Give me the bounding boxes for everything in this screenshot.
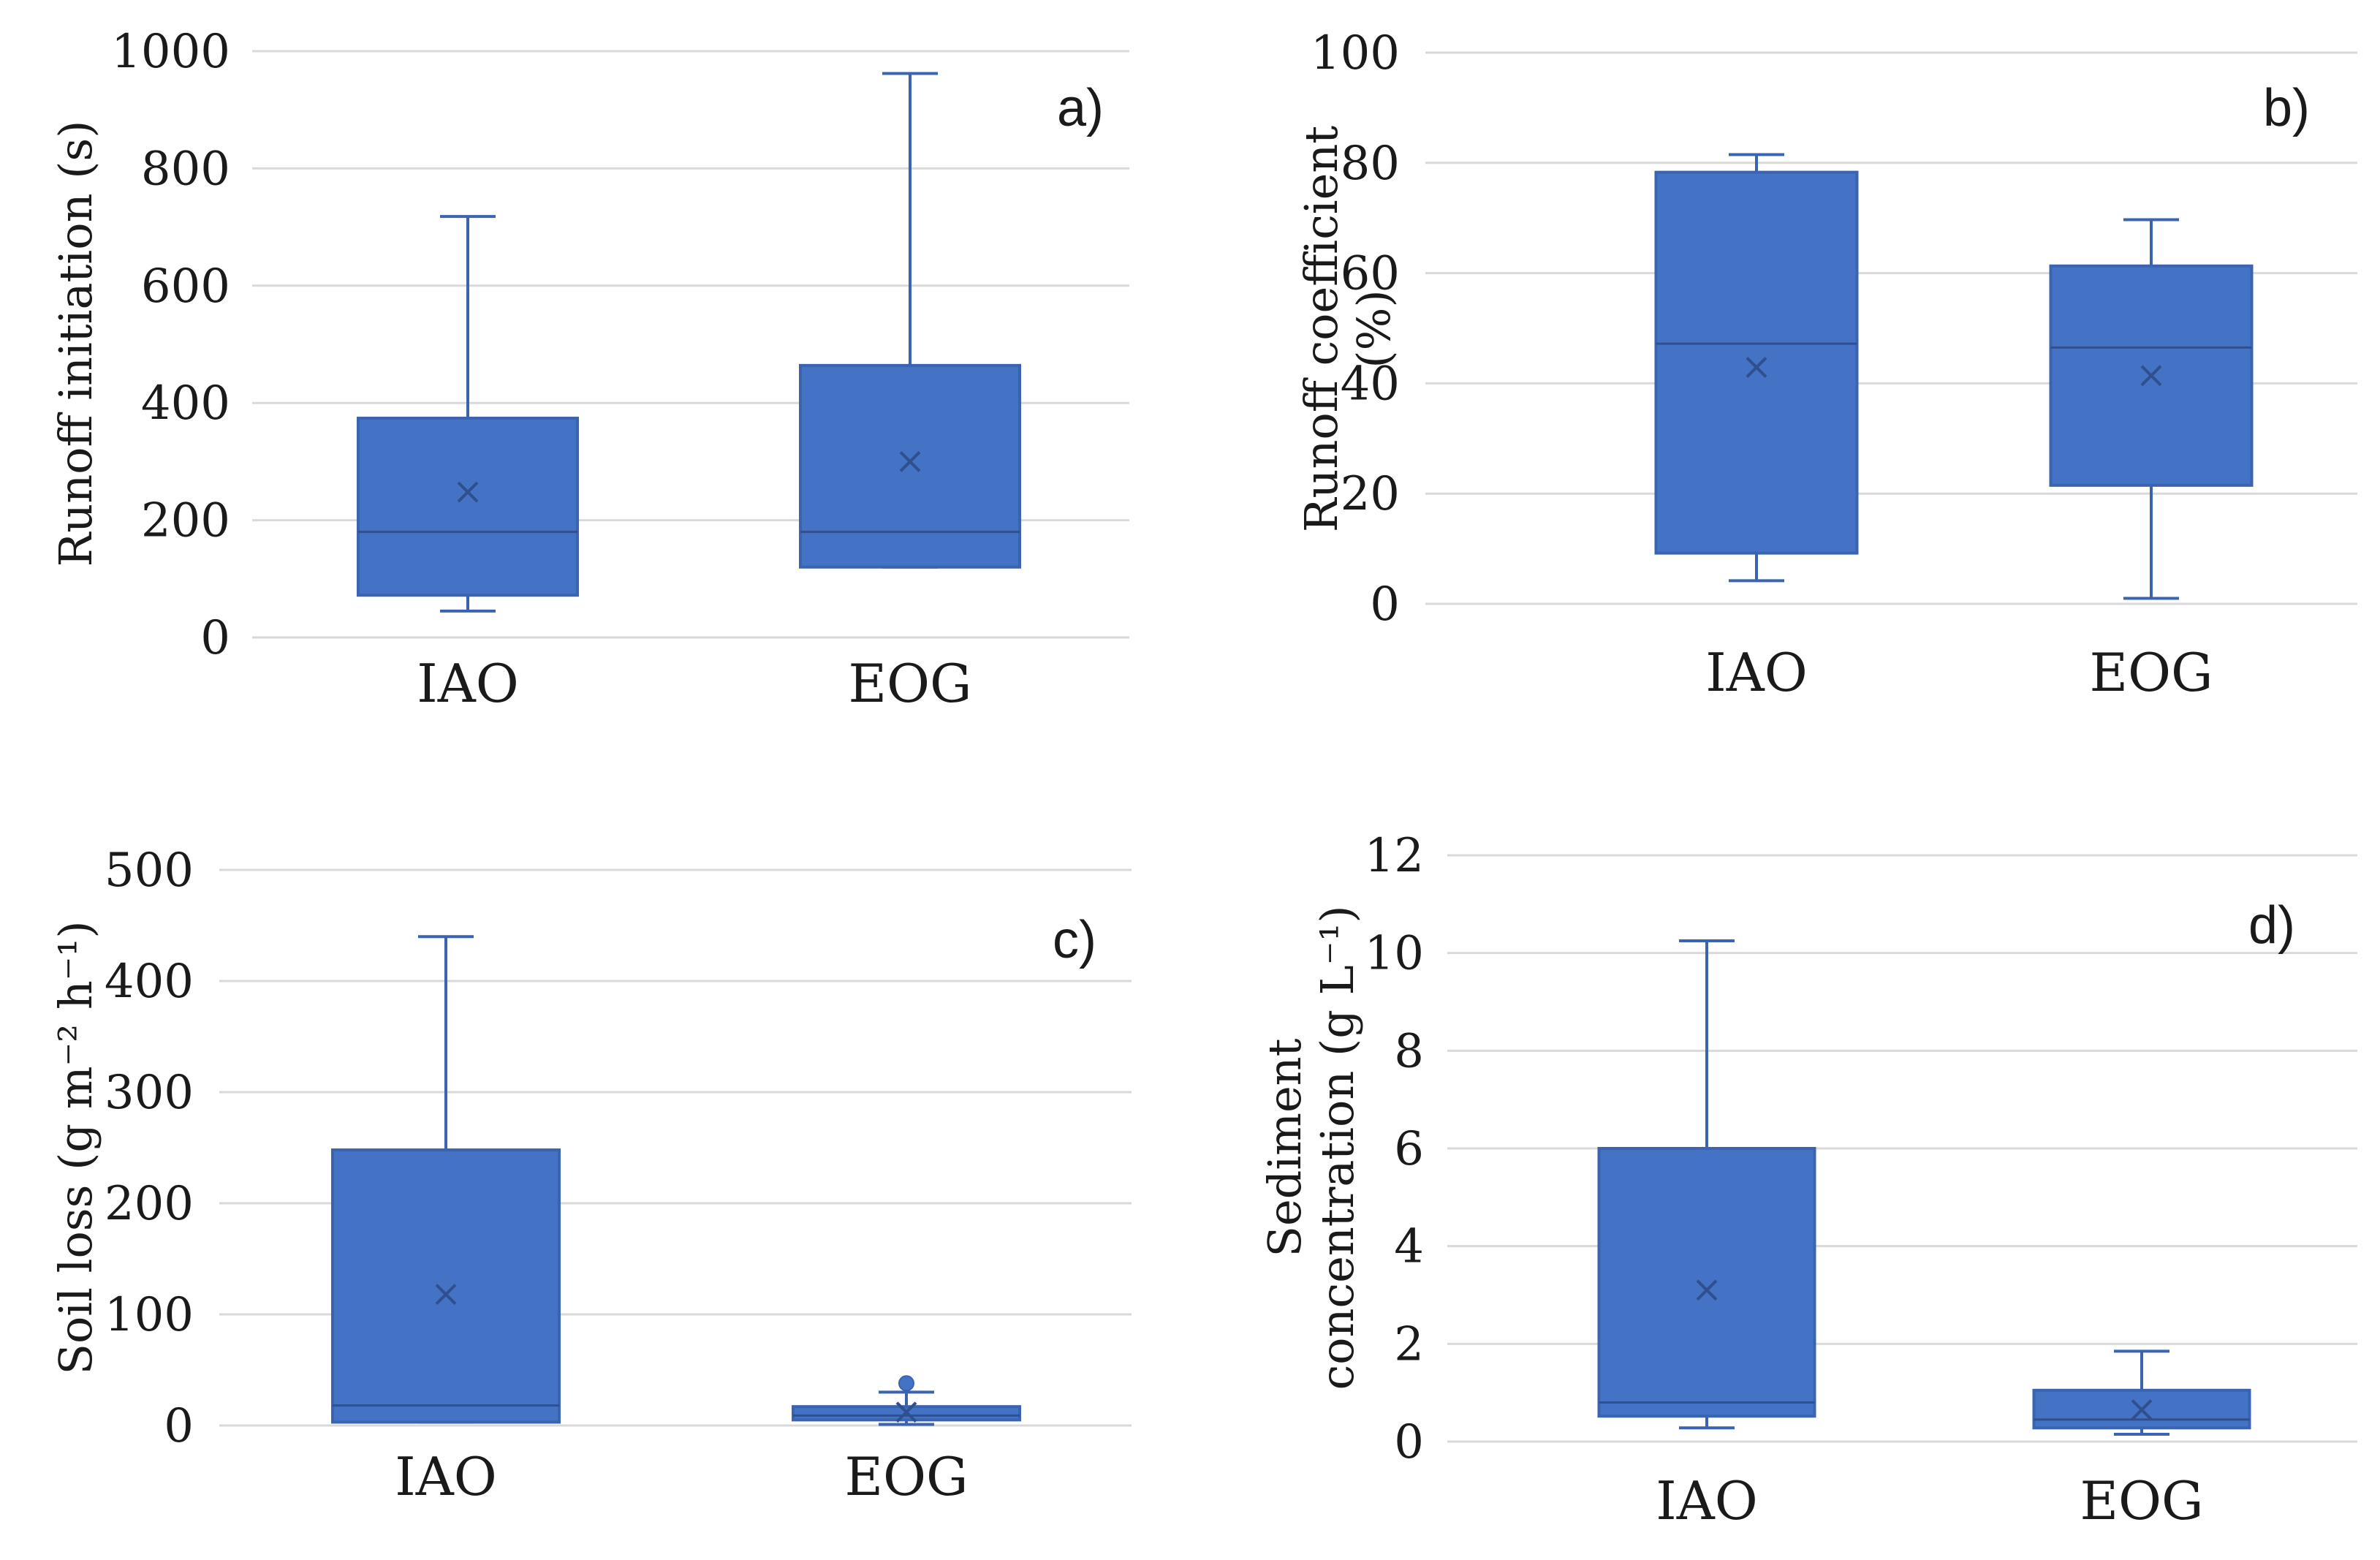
x-category-label: IAO — [1705, 642, 1807, 703]
y-axis-title-line: Runoff coefficient — [1295, 126, 1348, 532]
x-category-label: IAO — [1656, 1470, 1757, 1531]
y-tick-label: 2 — [1394, 1317, 1424, 1371]
chart-panel-2: 0 20 40 60 80 100 Runoff coefficient(%) b) IAO EO… — [1295, 26, 2357, 703]
box-iao — [1654, 153, 1859, 583]
iqr-box — [1654, 170, 1859, 555]
mean-marker — [2140, 365, 2162, 387]
outlier-point — [898, 1375, 914, 1392]
panel-label: b) — [2263, 79, 2310, 137]
y-tick-label: 800 — [141, 142, 230, 196]
y-axis-title: Runoff coefficient(%) — [1295, 126, 1401, 532]
panel-label: d) — [2248, 896, 2295, 955]
x-category-label: IAO — [395, 1446, 496, 1507]
y-tick-label: 0 — [1370, 578, 1400, 632]
y-tick-label: 400 — [141, 376, 230, 431]
panel-label: c) — [1053, 911, 1096, 969]
y-tick-label: 600 — [141, 260, 230, 314]
mean-marker — [1746, 357, 1767, 378]
mean-marker — [2131, 1399, 2153, 1420]
y-axis-title-line: Runoff initiation (s) — [49, 121, 102, 567]
y-tick-label: 300 — [105, 1066, 194, 1120]
iqr-box — [1597, 1147, 1816, 1418]
mean-marker — [457, 481, 479, 503]
y-tick-label: 8 — [1394, 1024, 1424, 1078]
y-tick-label: 10 — [1365, 927, 1424, 981]
mean-marker — [895, 1401, 917, 1423]
y-axis-title-line: concentration (g L⁻¹) — [1311, 905, 1364, 1390]
y-axis-title: Runoff initiation (s) — [49, 121, 102, 567]
y-tick-label: 100 — [105, 1288, 194, 1342]
iqr-box — [799, 363, 1021, 569]
y-tick-label: 100 — [1311, 26, 1400, 80]
y-tick-label: 0 — [200, 611, 230, 665]
y-tick-label: 40 — [1341, 357, 1400, 411]
y-tick-label: 20 — [1341, 467, 1400, 521]
mean-marker — [1696, 1279, 1718, 1301]
y-tick-label: 0 — [164, 1399, 194, 1453]
box-iao — [357, 215, 579, 613]
box-eog — [799, 72, 1021, 569]
y-tick-label: 80 — [1341, 137, 1400, 191]
iqr-box — [331, 1148, 561, 1424]
box-iao — [331, 935, 561, 1424]
mean-marker — [435, 1284, 457, 1306]
box-eog — [2049, 218, 2254, 600]
y-tick-label: 60 — [1341, 247, 1400, 301]
y-axis-title-line: Sediment — [1258, 1038, 1311, 1257]
box-iao — [1597, 939, 1816, 1430]
iqr-box — [357, 417, 579, 597]
mean-marker — [899, 450, 921, 472]
box-eog — [2032, 1349, 2251, 1436]
x-category-label: EOG — [2089, 642, 2213, 703]
y-axis-title: Sedimentconcentration (g L⁻¹) — [1258, 905, 1364, 1390]
x-category-label: EOG — [848, 653, 971, 714]
y-tick-label: 6 — [1394, 1122, 1424, 1176]
y-tick-label: 500 — [105, 844, 194, 898]
y-axis-title-line: Soil loss (g m⁻² h⁻¹) — [49, 920, 102, 1374]
y-axis-title: Soil loss (g m⁻² h⁻¹) — [49, 920, 102, 1374]
x-category-label: EOG — [2080, 1470, 2203, 1531]
y-tick-label: 400 — [105, 955, 194, 1009]
y-tick-label: 200 — [141, 494, 230, 548]
y-tick-label: 200 — [105, 1177, 194, 1231]
y-tick-label: 0 — [1394, 1415, 1424, 1469]
y-tick-label: 1000 — [111, 25, 230, 79]
y-axis-title-line: (%) — [1347, 289, 1401, 368]
x-category-label: EOG — [844, 1446, 968, 1507]
x-category-label: IAO — [417, 653, 518, 714]
box-eog — [792, 1375, 1021, 1426]
y-tick-label: 4 — [1394, 1220, 1424, 1274]
panel-label: a) — [1057, 79, 1104, 137]
y-tick-label: 12 — [1365, 829, 1424, 883]
